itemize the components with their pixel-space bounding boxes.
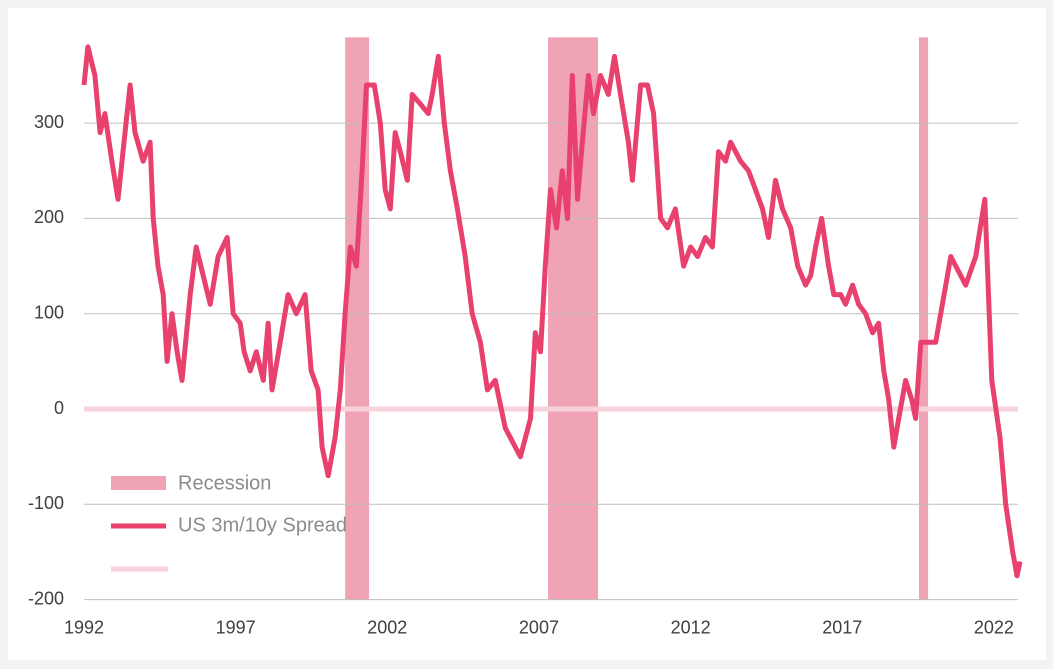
y-tick-label: 100 [34,302,64,322]
legend-swatch [111,476,166,490]
y-tick-label: 300 [34,112,64,132]
y-tick-label: -200 [28,588,64,608]
recession-band [918,37,929,600]
x-tick-label: 2022 [974,617,1014,637]
x-tick-label: 2002 [367,617,407,637]
x-tick-label: 1997 [216,617,256,637]
x-tick-label: 2012 [671,617,711,637]
y-tick-label: -100 [28,493,64,513]
x-tick-label: 1992 [64,617,104,637]
x-tick-label: 2017 [822,617,862,637]
spread-line [81,44,1023,579]
y-tick-label: 0 [54,398,64,418]
y-tick-label: 200 [34,207,64,227]
legend-label: US 3m/10y Spread [178,514,347,536]
x-tick-label: 2007 [519,617,559,637]
legend-label: Recession [178,472,271,494]
